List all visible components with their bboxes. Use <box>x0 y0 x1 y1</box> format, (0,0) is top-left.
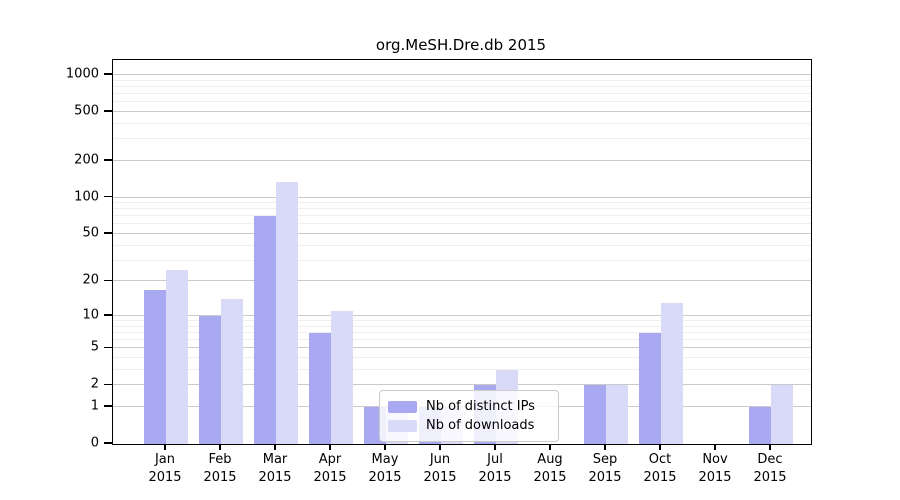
x-tick-label-may: May 2015 <box>368 452 402 485</box>
y-tick-label-20: 20 <box>82 272 99 288</box>
ips-swatch-icon <box>388 400 417 413</box>
y-tick-100 <box>104 195 112 198</box>
bar-mar-ips <box>254 216 276 444</box>
legend-item-downloads: Nb of downloads <box>388 416 549 435</box>
x-tick-label-jun: Jun 2015 <box>423 452 457 485</box>
bar-sep-downloads <box>606 385 628 444</box>
x-tick-label-mar: Mar 2015 <box>258 452 292 485</box>
gridline-minor-800 <box>113 85 811 87</box>
plot-area: Nb of distinct IPs Nb of downloads <box>112 59 812 445</box>
bar-oct-downloads <box>661 303 683 444</box>
bar-mar-downloads <box>276 182 298 444</box>
gridline-minor-900 <box>113 79 811 81</box>
chart-title: org.MeSH.Dre.db 2015 <box>375 36 547 54</box>
x-tick-label-sep: Sep 2015 <box>588 452 622 485</box>
gridline-minor-60 <box>113 223 811 225</box>
x-tick-label-jan: Jan 2015 <box>148 452 182 485</box>
x-tick-label-feb: Feb 2015 <box>203 452 237 485</box>
x-tick-label-jul: Jul 2015 <box>478 452 512 485</box>
x-tick-may <box>384 444 386 450</box>
downloads-swatch-icon <box>388 419 417 432</box>
y-tick-10 <box>104 314 112 316</box>
gridline-5 <box>113 347 811 349</box>
y-tick-1 <box>104 405 112 407</box>
y-tick-2 <box>104 383 112 386</box>
bar-sep-ips <box>584 385 606 444</box>
gridline-minor-8 <box>113 325 811 327</box>
bar-apr-downloads <box>331 311 353 444</box>
y-tick-5 <box>104 346 112 348</box>
bar-feb-ips <box>199 315 221 444</box>
x-tick-label-dec: Dec 2015 <box>753 452 787 485</box>
x-tick-feb <box>219 444 221 450</box>
gridline-2 <box>113 384 811 386</box>
gridline-minor-700 <box>113 93 811 94</box>
y-tick-1000 <box>104 73 112 75</box>
gridline-minor-7 <box>113 331 811 333</box>
gridline-minor-600 <box>113 101 811 103</box>
x-tick-mar <box>274 444 276 450</box>
plot-canvas <box>113 60 811 444</box>
bar-oct-ips <box>639 332 661 444</box>
y-tick-0 <box>104 442 112 444</box>
bar-dec-downloads <box>771 385 793 444</box>
legend-item-distinct-ips: Nb of distinct IPs <box>388 397 549 416</box>
bar-jan-downloads <box>166 270 188 444</box>
y-tick-200 <box>104 159 112 161</box>
gridline-10 <box>113 314 811 316</box>
gridline-minor-400 <box>113 122 811 124</box>
y-tick-label-200: 200 <box>74 152 99 168</box>
x-tick-jun <box>439 444 441 450</box>
y-tick-20 <box>104 279 112 282</box>
gridline-200 <box>113 159 811 161</box>
x-tick-sep <box>604 444 606 450</box>
y-tick-label-2: 2 <box>90 376 99 392</box>
gridline-minor-90 <box>113 202 811 203</box>
x-tick-label-aug: Aug 2015 <box>533 452 567 485</box>
y-tick-label-50: 50 <box>82 225 99 241</box>
x-tick-dec <box>769 444 771 450</box>
gridline-minor-6 <box>113 339 811 341</box>
bar-dec-ips <box>749 407 771 444</box>
gridline-minor-80 <box>113 208 811 210</box>
y-tick-label-100: 100 <box>74 189 99 204</box>
y-tick-50 <box>104 232 112 234</box>
bar-apr-ips <box>309 332 331 444</box>
gridline-minor-3 <box>113 368 811 370</box>
x-tick-jan <box>164 444 166 450</box>
gridline-50 <box>113 233 811 234</box>
x-tick-label-apr: Apr 2015 <box>313 452 347 485</box>
legend-label-downloads: Nb of downloads <box>426 418 535 433</box>
gridline-minor-40 <box>113 244 811 246</box>
y-tick-label-5: 5 <box>90 339 99 355</box>
gridline-20 <box>113 280 811 282</box>
y-tick-label-10: 10 <box>82 307 99 323</box>
gridline-minor-4 <box>113 357 811 358</box>
x-tick-label-nov: Nov 2015 <box>698 452 732 485</box>
gridline-minor-70 <box>113 215 811 217</box>
y-tick-label-0: 0 <box>90 435 99 451</box>
legend: Nb of distinct IPs Nb of downloads <box>379 390 559 442</box>
gridline-100 <box>113 196 811 198</box>
bar-jan-ips <box>144 289 166 444</box>
gridline-minor-300 <box>113 138 811 140</box>
y-tick-label-1: 1 <box>90 398 99 414</box>
x-tick-apr <box>329 444 331 450</box>
gridline-1000 <box>113 73 811 75</box>
y-tick-500 <box>104 110 112 112</box>
x-tick-label-oct: Oct 2015 <box>643 452 677 485</box>
x-tick-nov <box>714 444 716 450</box>
bar-feb-downloads <box>221 299 243 444</box>
gridline-minor-9 <box>113 320 811 321</box>
y-tick-label-1000: 1000 <box>65 66 99 82</box>
gridline-minor-30 <box>113 259 811 261</box>
x-tick-oct <box>659 444 661 450</box>
x-tick-aug <box>549 444 551 450</box>
y-tick-label-500: 500 <box>74 103 99 119</box>
x-tick-jul <box>494 444 496 450</box>
legend-label-ips: Nb of distinct IPs <box>426 399 535 414</box>
gridline-500 <box>113 110 811 112</box>
